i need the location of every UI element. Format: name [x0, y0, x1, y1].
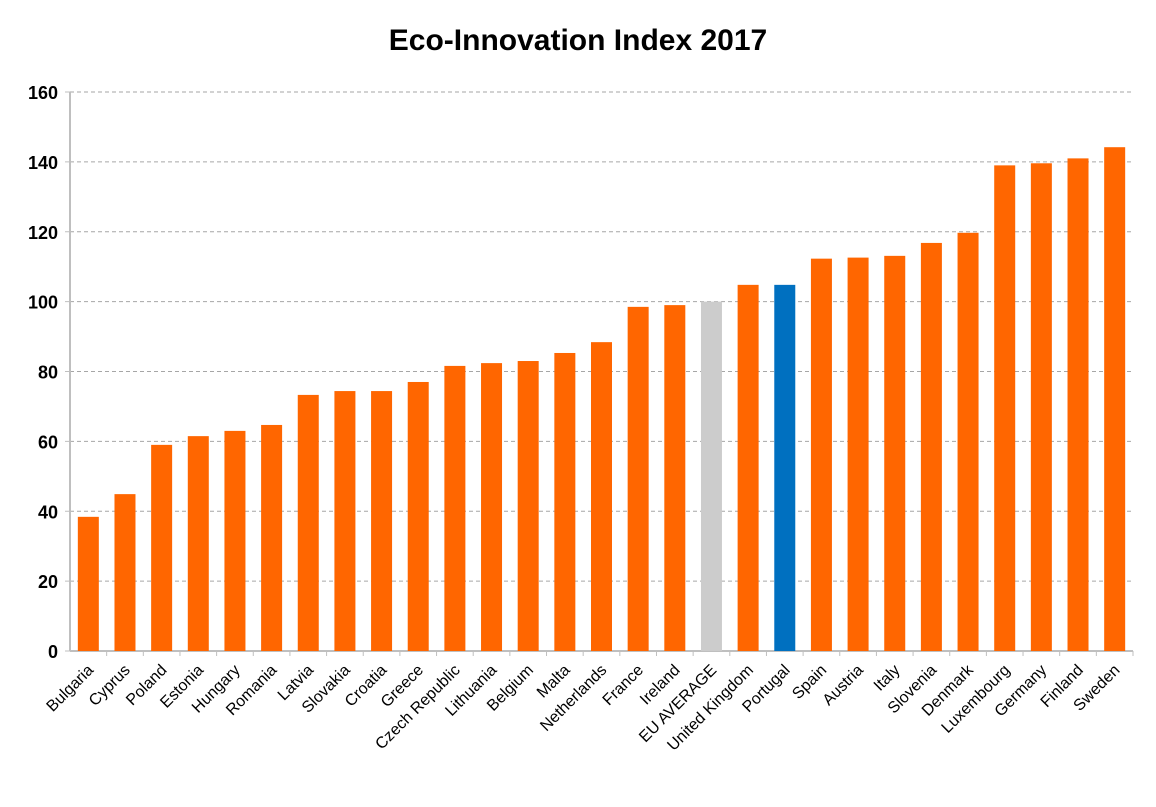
- bar-lithuania: [481, 363, 503, 651]
- bar-united-kingdom: [737, 284, 759, 651]
- x-tick-label: Austria: [820, 662, 867, 709]
- y-tick-label: 40: [38, 502, 58, 522]
- y-tick-label: 80: [38, 363, 58, 383]
- x-tick-label: Cyprus: [86, 662, 134, 710]
- bar-sweden: [1104, 147, 1126, 652]
- bar-croatia: [371, 391, 393, 651]
- y-tick-label: 120: [28, 223, 58, 243]
- bar-germany: [1030, 163, 1052, 651]
- bar-netherlands: [591, 342, 612, 651]
- bar-greece: [407, 381, 429, 651]
- bar-czech-republic: [444, 365, 466, 651]
- bar-cyprus: [114, 494, 136, 651]
- bar-slovakia: [334, 391, 356, 651]
- bar-finland: [1067, 158, 1089, 651]
- bar-poland: [151, 444, 173, 651]
- x-axis-labels: BulgariaCyprusPolandEstoniaHungaryRomani…: [44, 661, 1124, 754]
- bar-italy: [884, 255, 906, 651]
- bar-estonia: [187, 436, 209, 651]
- y-tick-label: 160: [28, 83, 58, 103]
- chart-title: Eco-Innovation Index 2017: [389, 24, 767, 57]
- bar-malta: [554, 352, 576, 651]
- bar-portugal: [774, 284, 796, 651]
- bar-austria: [847, 257, 869, 651]
- y-tick-label: 100: [28, 293, 58, 313]
- bar-luxembourg: [994, 165, 1016, 651]
- x-tick-label: Italy: [871, 662, 904, 695]
- bar-eu-average: [700, 301, 722, 651]
- gridlines: [70, 91, 1133, 582]
- bar-spain: [810, 258, 832, 651]
- y-tick-label: 20: [38, 572, 58, 592]
- x-tick-label: Bulgaria: [44, 662, 98, 716]
- bar-denmark: [957, 232, 979, 651]
- y-tick-label: 0: [48, 642, 58, 662]
- bar-latvia: [297, 394, 319, 651]
- bar-belgium: [517, 361, 539, 651]
- bar-hungary: [224, 430, 246, 651]
- x-tick-label: France: [600, 662, 647, 709]
- bars: [77, 147, 1126, 652]
- y-tick-label: 140: [28, 153, 58, 173]
- bar-france: [627, 306, 649, 651]
- bar-romania: [261, 424, 283, 651]
- bar-bulgaria: [77, 516, 99, 651]
- y-tick-label: 60: [38, 432, 58, 452]
- bar-ireland: [664, 305, 686, 651]
- bar-slovenia: [920, 242, 942, 651]
